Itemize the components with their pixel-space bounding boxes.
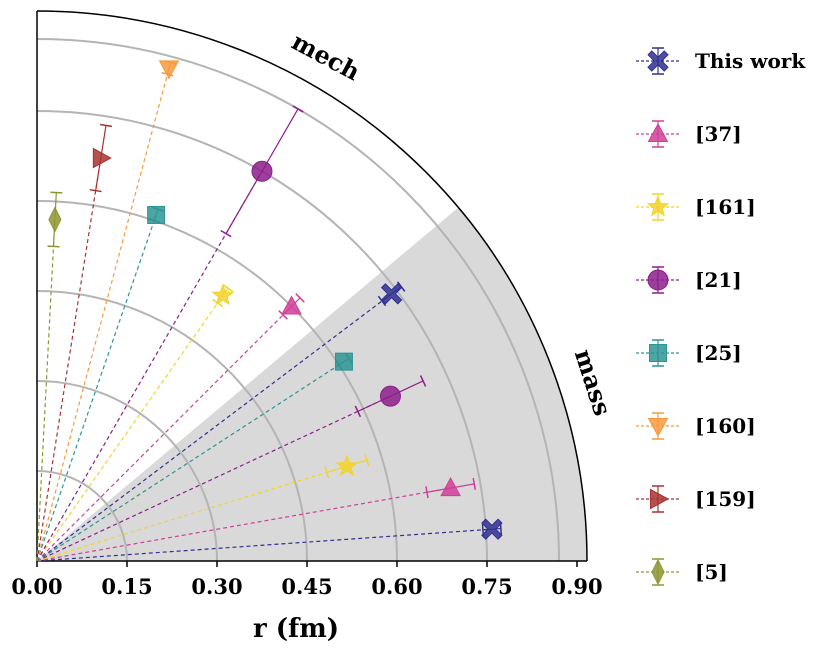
ray-mass [36, 487, 451, 562]
grid-arc [36, 380, 218, 562]
error-cap-mass [364, 454, 370, 467]
ray-mech [36, 293, 392, 562]
legend-label: This work [695, 49, 806, 73]
marker-star [646, 195, 670, 217]
marker-square [334, 352, 353, 371]
marker-X [380, 283, 403, 305]
marker-circle [647, 269, 669, 291]
sector-label-mass: mass [569, 346, 618, 420]
ray-mass [36, 395, 391, 562]
ray-mech [36, 295, 224, 562]
ray-mass [36, 528, 492, 562]
x-tick-label: 0.90 [551, 574, 602, 599]
marker-X [481, 518, 503, 540]
marker-triangle-up [647, 122, 669, 142]
x-axis-label: r (fm) [253, 614, 339, 644]
marker-triangle-down [158, 60, 180, 80]
error-cap-mech [89, 188, 102, 193]
error-cap-mass [425, 486, 429, 499]
x-tick-label: 0.45 [281, 574, 332, 599]
outer-boundary-arc [36, 10, 588, 562]
ray-mass [36, 361, 345, 562]
x-tick-label: 0.00 [11, 574, 62, 599]
ray-mech [36, 306, 292, 562]
plot-area [36, 10, 588, 562]
grid-arc [36, 110, 488, 562]
legend-label: [21] [695, 268, 742, 292]
x-axis-ticks: 0.00 0.15 0.30 0.45 0.60 0.75 0.90 [11, 561, 603, 599]
error-cap-mass [419, 375, 427, 387]
marker-X [647, 50, 669, 72]
error-cap-mech [220, 229, 232, 238]
legend-label: [161] [695, 195, 756, 219]
error-cap-mass [354, 405, 362, 418]
marker-circle [379, 385, 401, 407]
marker-diamond [651, 558, 665, 586]
error-cap-mech [278, 310, 288, 320]
ray-mech [36, 68, 170, 562]
marker-diamond [48, 206, 62, 233]
marker-circle [251, 160, 273, 182]
legend-label: [25] [695, 341, 742, 365]
error-cap-mech [47, 245, 60, 248]
error-cap-mech [295, 293, 305, 303]
ray-mech [36, 214, 157, 562]
error-cap-mech [50, 191, 63, 194]
ray-mech [36, 219, 56, 562]
ray-mech [36, 170, 263, 562]
legend-label: [37] [695, 122, 742, 146]
x-tick-label: 0.75 [461, 574, 512, 599]
legend-label: [5] [695, 560, 728, 584]
grid-arc [36, 38, 560, 562]
x-tick-label: 0.30 [191, 574, 242, 599]
marker-star [211, 283, 235, 306]
error-cap-mech [292, 105, 304, 113]
error-cap-mass [472, 477, 477, 490]
marker-triangle-right [92, 147, 112, 169]
marker-square [649, 344, 667, 362]
error-cap-mass [324, 466, 330, 479]
marker-triangle-down [647, 418, 669, 438]
grid-arc [36, 470, 128, 562]
marker-triangle-right [650, 488, 670, 510]
marker-star [335, 454, 359, 476]
error-cap-mech [99, 123, 113, 128]
marker-triangle-up [281, 295, 302, 315]
mass-sector-shade [37, 207, 587, 562]
legend-label: [160] [695, 414, 756, 438]
error-cap-mech [222, 284, 234, 293]
x-tick-label: 0.15 [101, 574, 152, 599]
x-tick-label: 0.60 [371, 574, 422, 599]
legend: This work [37] [161] [21] [25] [160] [159] [5] [636, 47, 806, 586]
legend-label: [159] [695, 487, 756, 511]
ray-mech [36, 157, 102, 562]
ray-mass [36, 465, 348, 562]
marker-triangle-up [440, 477, 461, 497]
marker-square [147, 205, 166, 224]
